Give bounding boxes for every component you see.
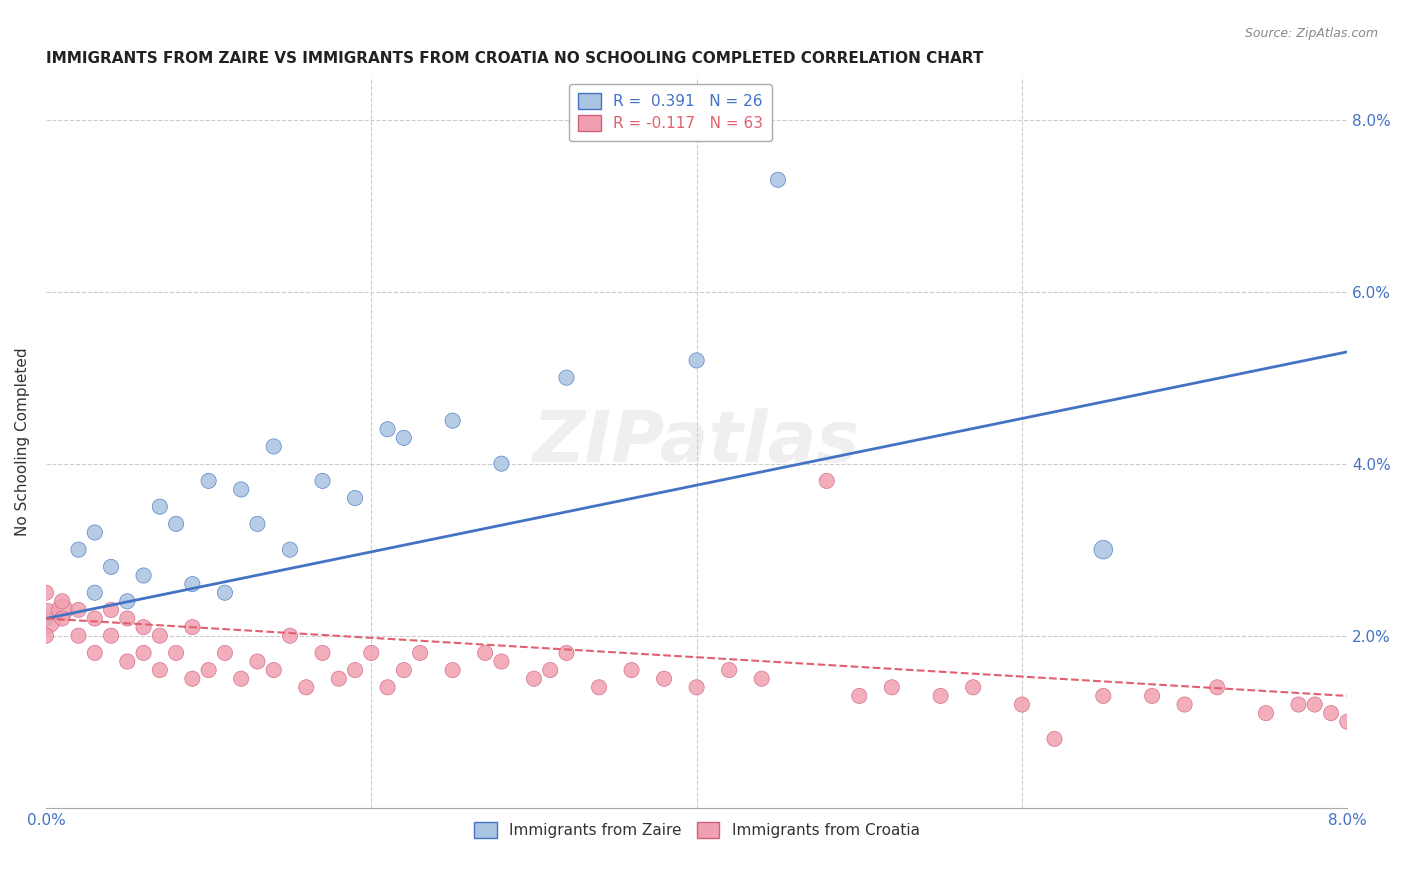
Point: [83, 585, 105, 599]
Point: [100, 560, 122, 574]
Point: [51, 611, 73, 625]
Point: [962, 681, 984, 695]
Point: [880, 681, 903, 695]
Point: [491, 655, 513, 669]
Point: [181, 672, 204, 686]
Point: [197, 663, 219, 677]
Point: [149, 663, 172, 677]
Point: [685, 681, 707, 695]
Point: [538, 663, 561, 677]
Point: [51, 603, 73, 617]
Point: [344, 491, 367, 505]
Point: [360, 646, 382, 660]
Point: [588, 681, 610, 695]
Point: [652, 672, 675, 686]
Point: [1140, 689, 1163, 703]
Point: [214, 585, 236, 599]
Point: [214, 646, 236, 660]
Point: [1043, 731, 1066, 746]
Point: [392, 431, 415, 445]
Point: [100, 629, 122, 643]
Point: [620, 663, 643, 677]
Point: [377, 681, 399, 695]
Point: [117, 611, 139, 625]
Point: [392, 663, 415, 677]
Point: [441, 414, 464, 428]
Point: [1092, 542, 1115, 557]
Point: [278, 542, 301, 557]
Text: IMMIGRANTS FROM ZAIRE VS IMMIGRANTS FROM CROATIA NO SCHOOLING COMPLETED CORRELAT: IMMIGRANTS FROM ZAIRE VS IMMIGRANTS FROM…: [46, 51, 983, 66]
Point: [165, 516, 187, 531]
Point: [132, 620, 155, 634]
Point: [491, 457, 513, 471]
Point: [751, 672, 773, 686]
Point: [132, 568, 155, 582]
Point: [474, 646, 496, 660]
Point: [344, 663, 367, 677]
Point: [100, 603, 122, 617]
Point: [117, 655, 139, 669]
Point: [441, 663, 464, 677]
Point: [685, 353, 707, 368]
Point: [165, 646, 187, 660]
Y-axis label: No Schooling Completed: No Schooling Completed: [15, 348, 30, 536]
Point: [67, 629, 90, 643]
Point: [149, 629, 172, 643]
Point: [929, 689, 952, 703]
Point: [197, 474, 219, 488]
Point: [377, 422, 399, 436]
Point: [1206, 681, 1229, 695]
Point: [718, 663, 741, 677]
Point: [295, 681, 318, 695]
Point: [117, 594, 139, 608]
Point: [328, 672, 350, 686]
Point: [231, 672, 253, 686]
Point: [83, 611, 105, 625]
Point: [51, 594, 73, 608]
Point: [1320, 706, 1343, 720]
Point: [35, 585, 58, 599]
Point: [181, 620, 204, 634]
Text: ZIPatlas: ZIPatlas: [533, 408, 860, 476]
Point: [67, 603, 90, 617]
Point: [311, 646, 333, 660]
Point: [848, 689, 870, 703]
Point: [1288, 698, 1310, 712]
Point: [263, 440, 285, 454]
Point: [132, 646, 155, 660]
Point: [181, 577, 204, 591]
Point: [263, 663, 285, 677]
Point: [278, 629, 301, 643]
Point: [83, 646, 105, 660]
Point: [231, 483, 253, 497]
Point: [1336, 714, 1358, 729]
Point: [766, 173, 789, 187]
Legend: Immigrants from Zaire, Immigrants from Croatia: Immigrants from Zaire, Immigrants from C…: [467, 816, 925, 844]
Point: [1254, 706, 1277, 720]
Point: [815, 474, 838, 488]
Point: [555, 370, 578, 384]
Point: [311, 474, 333, 488]
Point: [1011, 698, 1033, 712]
Point: [1092, 689, 1115, 703]
Point: [1303, 698, 1326, 712]
Point: [523, 672, 546, 686]
Text: Source: ZipAtlas.com: Source: ZipAtlas.com: [1244, 27, 1378, 40]
Point: [35, 611, 58, 625]
Point: [555, 646, 578, 660]
Point: [1174, 698, 1197, 712]
Point: [67, 542, 90, 557]
Point: [149, 500, 172, 514]
Point: [409, 646, 432, 660]
Point: [35, 629, 58, 643]
Point: [246, 655, 269, 669]
Point: [83, 525, 105, 540]
Point: [35, 611, 58, 625]
Point: [246, 516, 269, 531]
